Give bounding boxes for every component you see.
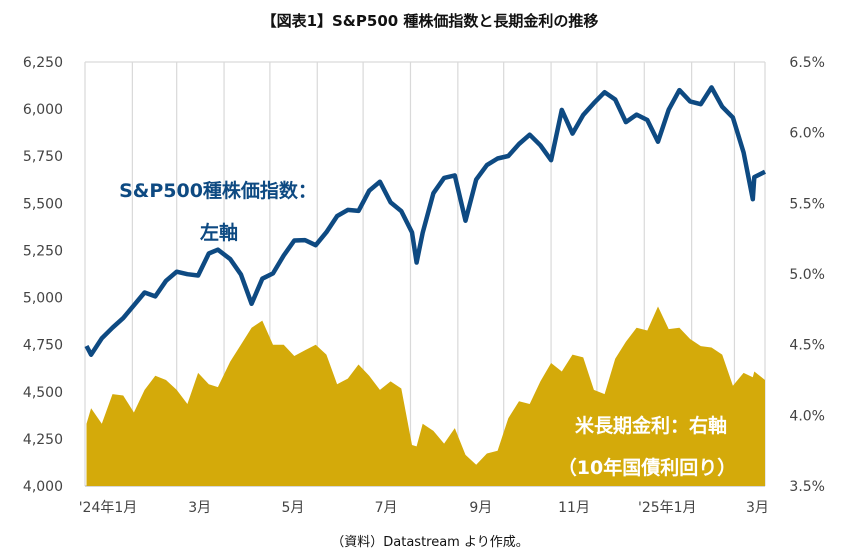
x-axis-tick-label: 5月	[281, 500, 304, 516]
right-axis-tick-label: 6.5%	[789, 55, 825, 71]
sp500-line	[84, 85, 767, 357]
right-axis-tick-label: 4.5%	[789, 338, 825, 354]
left-axis-tick-label: 4,750	[23, 338, 63, 354]
yield-annotation-1: 米長期金利：右軸	[575, 414, 727, 437]
left-axis-tick-label: 6,250	[23, 55, 63, 71]
left-axis-tick-label: 4,250	[23, 432, 63, 448]
left-axis-tick-label: 4,500	[23, 385, 63, 401]
yield-area	[86, 306, 765, 486]
x-axis-tick-label: 3月	[746, 500, 769, 516]
source-note: （資料）Datastream より作成。	[331, 535, 528, 550]
right-axis-tick-label: 5.0%	[789, 267, 825, 283]
right-axis-tick-label: 4.0%	[789, 408, 825, 424]
right-axis-tick-label: 3.5%	[789, 479, 825, 495]
left-axis-tick-label: 5,750	[23, 149, 63, 165]
yield-annotation-2: （10年国債利回り）	[558, 456, 736, 479]
x-axis-tick-label: '25年1月	[638, 500, 697, 516]
sp500-annotation-2: 左軸	[200, 221, 238, 244]
x-axis-tick-label: '24年1月	[79, 500, 138, 516]
right-axis-tick-label: 6.0%	[789, 126, 825, 142]
yield-area-group	[86, 306, 765, 486]
x-axis-tick-label: 9月	[469, 500, 492, 516]
left-axis-tick-label: 6,000	[23, 102, 63, 118]
sp500-annotation-1: S&P500種株価指数：	[119, 179, 317, 202]
left-axis-tick-label: 5,500	[23, 196, 63, 212]
axis-ticks: 4,000 4,250 4,500 4,750 5,000 5,250 5,500 5,750…	[23, 55, 825, 516]
sp500-line-group	[84, 85, 767, 357]
left-axis-tick-label: 5,000	[23, 291, 63, 307]
left-axis-tick-label: 5,250	[23, 243, 63, 259]
x-axis-tick-label: 7月	[375, 500, 398, 516]
left-axis-tick-label: 4,000	[23, 479, 63, 495]
chart-title: 【図表1】S&P500 種株価指数と長期金利の推移	[262, 12, 599, 30]
right-axis-tick-label: 5.5%	[789, 196, 825, 212]
x-axis-tick-label: 11月	[558, 500, 590, 516]
x-axis-tick-label: 3月	[188, 500, 211, 516]
